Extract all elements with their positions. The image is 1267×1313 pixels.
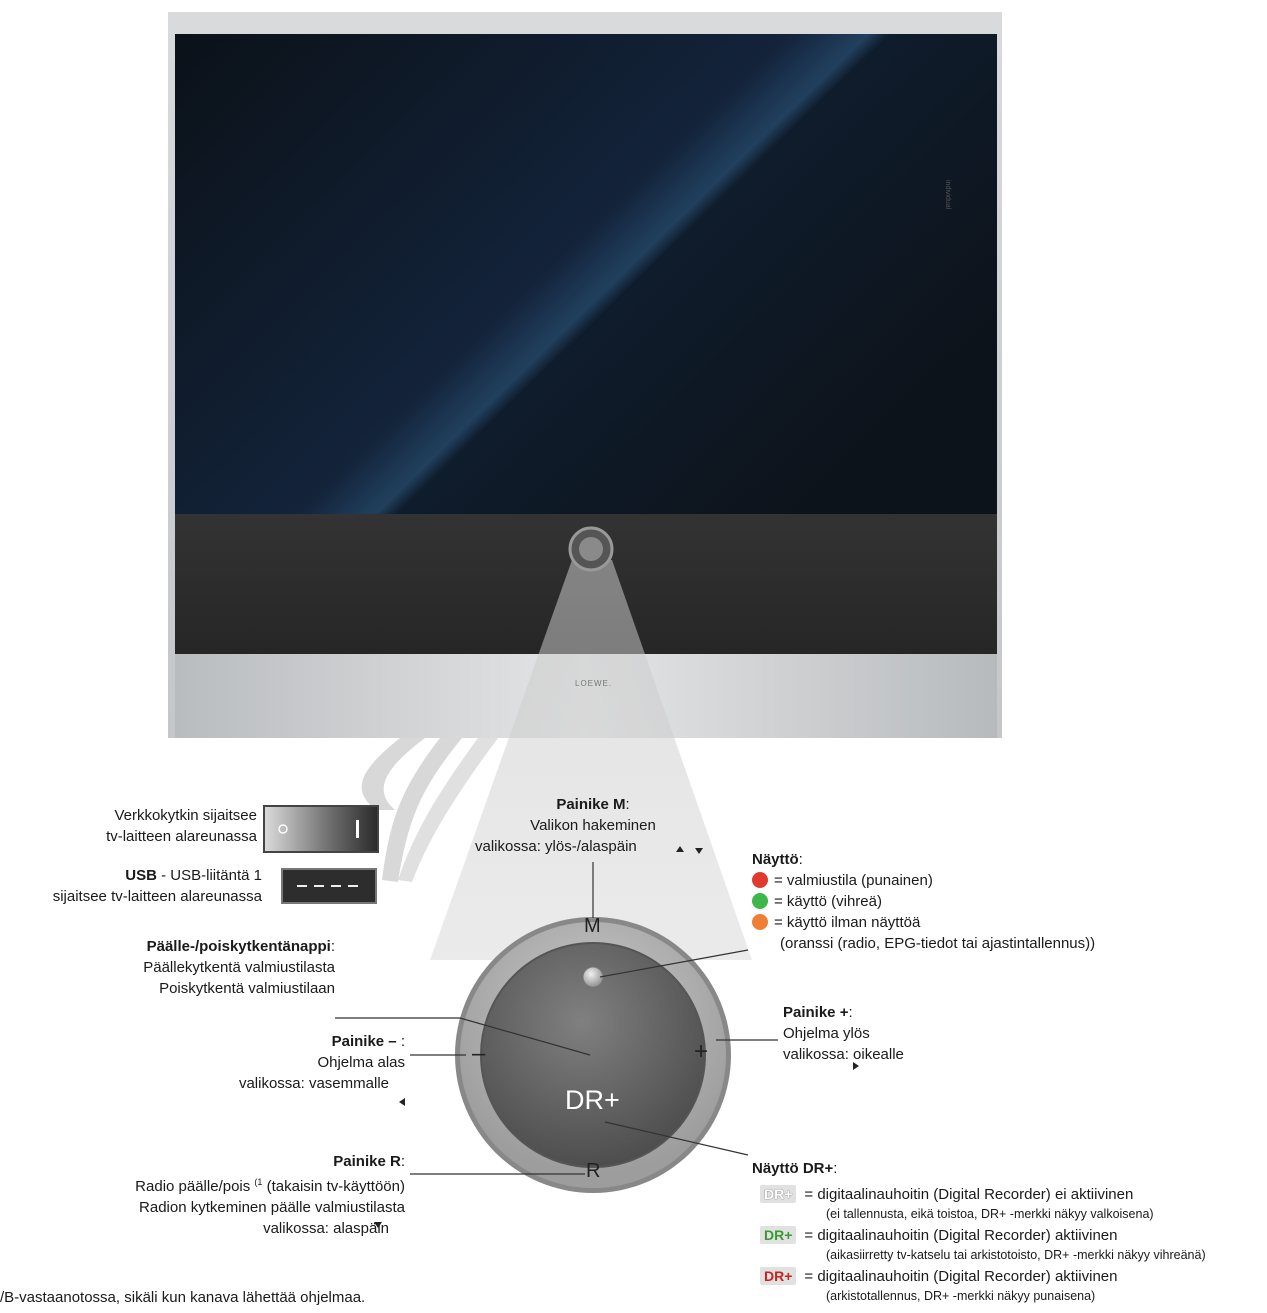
leader-line-dr: [604, 1121, 749, 1156]
usb-callout: USB - USB-liitäntä 1 sijaitsee tv-laitte…: [52, 867, 262, 905]
display-item-no-picture: = käyttö ilman näyttöä: [752, 912, 1095, 933]
mains-switch-callout: Verkkokytkin sijaitsee tv-laitteen alare…: [106, 807, 257, 845]
dr-white-icon: DR+: [760, 1185, 797, 1203]
orange-led-icon: [752, 914, 768, 930]
dr-item-active-green: DR+ = digitaalinauhoitin (Digital Recorde…: [760, 1225, 1206, 1246]
zoom-beam: [430, 560, 752, 960]
dr-green-icon: DR+: [760, 1226, 797, 1244]
cable-ribbon: [361, 738, 425, 810]
button-r-callout: Painike R: Radio päälle/pois (1 (takaisi…: [135, 1153, 405, 1237]
dr-red-icon: DR+: [760, 1267, 797, 1285]
display-item-standby: = valmiustila (punainen): [752, 870, 1095, 891]
switch-on-mark: [356, 820, 359, 838]
tv-control-knob-center: [579, 537, 603, 561]
label-m: M: [584, 915, 601, 937]
plus-callout: Painike +: Ohjelma ylös valikossa: oikea…: [783, 1004, 904, 1063]
tv-brand-logo: LOEWE.: [575, 679, 613, 688]
label-minus: –: [472, 1040, 486, 1067]
arrow-left-icon: [399, 1098, 405, 1106]
power-knob: [480, 942, 706, 1168]
dr-list: DR+ = digitaalinauhoitin (Digital Recorde…: [760, 1184, 1206, 1305]
tv-screen: [175, 34, 997, 514]
mains-switch: [263, 805, 379, 853]
cable-ribbon: [398, 738, 498, 882]
button-m-callout: Painike M: Valikon hakeminen valikossa: …: [475, 796, 656, 855]
arrow-down-icon: [374, 1222, 382, 1228]
footnote: /B-vastaanotossa, sikäli kun kanava lähe…: [0, 1289, 366, 1306]
dr-item-inactive: DR+ = digitaalinauhoitin (Digital Recorde…: [760, 1184, 1206, 1205]
minus-callout: Painike – : Ohjelma alas valikossa: vase…: [238, 1033, 405, 1092]
dr-item-active-red: DR+ = digitaalinauhoitin (Digital Recorde…: [760, 1266, 1206, 1287]
arrow-right-icon: [853, 1062, 859, 1070]
display-callout: Näyttö: = valmiustila (punainen) = käytt…: [752, 851, 1096, 952]
green-led-icon: [752, 893, 768, 909]
tv-side-text: individual: [944, 180, 951, 210]
label-plus: +: [694, 1038, 709, 1065]
arrow-down-icon: [695, 848, 703, 854]
display-item-on: = käyttö (vihreä): [752, 891, 1095, 912]
label-dr: DR+: [565, 1085, 620, 1115]
power-callout: Päälle-/poiskytkentänappi: Päällekytkent…: [143, 938, 335, 997]
cable-ribbon: [382, 738, 462, 882]
switch-off-mark: [278, 824, 288, 834]
leader-line-display: [599, 949, 749, 978]
leader-line-power: [335, 1017, 591, 1056]
label-r: R: [586, 1160, 601, 1182]
red-led-icon: [752, 872, 768, 888]
display-dr-callout: Näyttö DR+:: [752, 1160, 838, 1177]
arrow-up-icon: [676, 846, 684, 852]
usb-port: [281, 868, 377, 904]
